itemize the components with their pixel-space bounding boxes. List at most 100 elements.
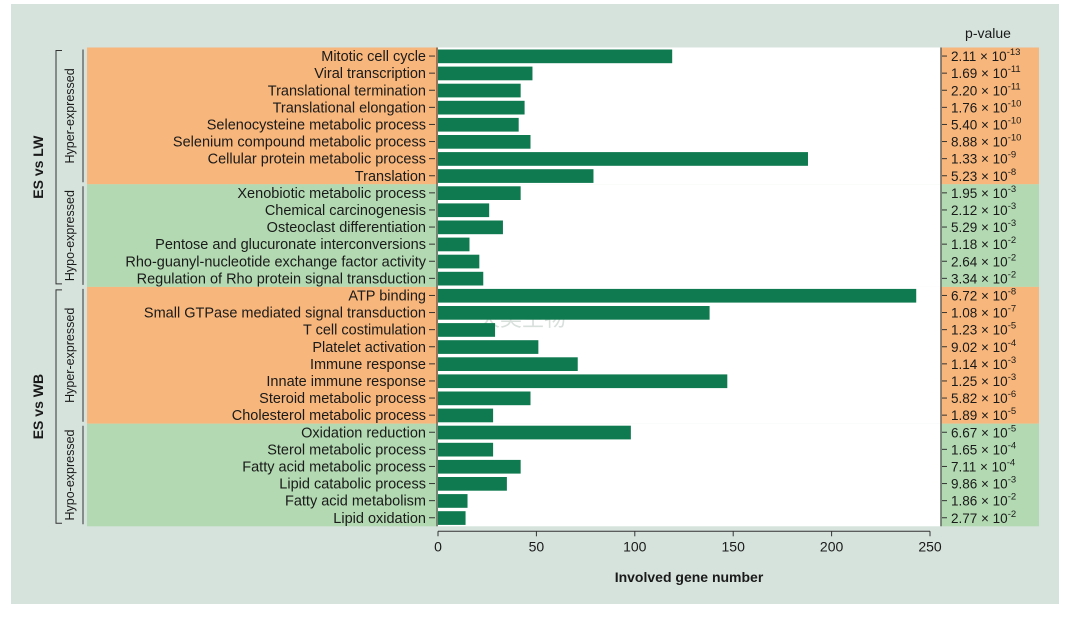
- bar: [438, 511, 466, 525]
- term-label: Regulation of Rho protein signal transdu…: [137, 271, 426, 287]
- term-label: Translational termination: [268, 83, 426, 99]
- bar: [438, 271, 484, 286]
- comparison-label: ES vs WB: [30, 374, 46, 439]
- term-label: ATP binding: [348, 288, 426, 304]
- comparison-label: ES vs LW: [30, 135, 46, 199]
- p-value-label: 1.18 × 10-2: [951, 235, 1016, 252]
- term-label: Cellular protein metabolic process: [208, 152, 426, 168]
- p-value-label: 2.20 × 10-11: [951, 81, 1021, 98]
- p-value-label: 1.89 × 10-5: [951, 406, 1016, 423]
- bar: [438, 254, 480, 269]
- term-label: Fatty acid metabolism: [285, 494, 426, 510]
- term-label: Pentose and glucuronate interconversions: [155, 237, 426, 253]
- group-label: Hypo-expressed: [63, 429, 77, 520]
- p-value-label: 2.64 × 10-2: [951, 252, 1016, 269]
- p-value-label: 1.08 × 10-7: [951, 304, 1016, 321]
- bar: [438, 152, 808, 166]
- x-axis-title: Involved gene number: [615, 569, 764, 585]
- comparison-bracket: [55, 289, 62, 524]
- term-label: Oxidation reduction: [301, 425, 426, 441]
- x-tick-label: 200: [820, 538, 844, 554]
- term-label: Xenobiotic metabolic process: [237, 186, 426, 202]
- term-label: T cell costimulation: [303, 323, 426, 339]
- group-band-left: [87, 184, 438, 287]
- p-value-label: 1.69 × 10-11: [951, 64, 1021, 81]
- bar: [438, 425, 631, 440]
- bar: [438, 169, 594, 183]
- p-value-label: 5.23 × 10-8: [951, 167, 1016, 184]
- term-label: Translational elongation: [273, 100, 426, 116]
- bar: [438, 237, 470, 252]
- p-value-header: p-value: [965, 25, 1011, 41]
- term-label: Mitotic cell cycle: [321, 49, 426, 65]
- bar: [438, 83, 521, 98]
- group-band-left: [87, 47, 438, 185]
- bar: [438, 203, 490, 218]
- bar: [438, 477, 507, 491]
- bar: [438, 306, 710, 320]
- bar: [438, 100, 525, 115]
- term-label: Sterol metabolic process: [267, 442, 426, 458]
- term-label: Platelet activation: [312, 340, 426, 356]
- p-value-label: 2.77 × 10-2: [951, 509, 1016, 526]
- group-band-left: [87, 423, 438, 527]
- x-tick-label: 250: [918, 538, 942, 554]
- bar: [438, 288, 917, 303]
- term-label: Lipid oxidation: [333, 511, 426, 527]
- plot-area-segment: [438, 423, 940, 527]
- term-label: Small GTPase mediated signal transductio…: [144, 306, 426, 322]
- term-label: Translation: [355, 169, 426, 185]
- bar: [438, 117, 519, 132]
- group-label: Hyper-expressed: [63, 308, 77, 403]
- term-label: Fatty acid metabolic process: [242, 459, 426, 475]
- term-label: Selenium compound metabolic process: [173, 135, 426, 151]
- term-label: Innate immune response: [266, 374, 426, 390]
- p-value-label: 1.23 × 10-5: [951, 321, 1016, 338]
- bar: [438, 408, 494, 423]
- term-label: Immune response: [310, 357, 426, 373]
- p-value-label: 1.33 × 10-9: [951, 150, 1016, 167]
- term-label: Rho-guanyl-nucleotide exchange factor ac…: [125, 254, 426, 270]
- p-value-label: 2.11 × 10-13: [951, 47, 1020, 64]
- bar: [438, 494, 468, 508]
- term-label: Osteoclast differentiation: [267, 220, 426, 236]
- x-tick-label: 50: [529, 538, 545, 554]
- bar: [438, 220, 503, 235]
- p-value-label: 1.86 × 10-2: [951, 492, 1016, 509]
- p-value-label: 6.67 × 10-5: [951, 423, 1016, 440]
- bar: [438, 459, 521, 474]
- x-tick-label: 150: [722, 538, 746, 554]
- x-tick-label: 0: [434, 538, 442, 554]
- p-value-label: 1.65 × 10-4: [951, 440, 1016, 457]
- bar: [438, 391, 531, 406]
- p-value-label: 1.76 × 10-10: [951, 98, 1021, 115]
- group-band-left: [87, 286, 438, 424]
- bar: [438, 374, 728, 389]
- p-value-label: 1.25 × 10-3: [951, 372, 1016, 389]
- p-value-label: 3.34 × 10-2: [951, 269, 1016, 286]
- p-value-label: 2.12 × 10-3: [951, 201, 1016, 218]
- bar: [438, 442, 494, 457]
- p-value-label: 7.11 × 10-4: [951, 457, 1015, 474]
- bar: [438, 357, 578, 371]
- group-label: Hyper-expressed: [63, 68, 77, 163]
- term-label: Selenocysteine metabolic process: [207, 117, 426, 133]
- bar: [438, 135, 531, 149]
- group-band-pvalue: [941, 47, 1039, 185]
- bar: [438, 66, 533, 81]
- group-band-pvalue: [941, 184, 1039, 287]
- bar: [438, 323, 496, 337]
- group-label: Hypo-expressed: [63, 190, 77, 281]
- p-value-label: 1.95 × 10-3: [951, 184, 1016, 201]
- p-value-label: 1.14 × 10-3: [951, 355, 1016, 372]
- p-value-label: 5.82 × 10-6: [951, 389, 1016, 406]
- comparison-bracket: [55, 50, 62, 285]
- bar: [438, 186, 521, 200]
- term-label: Cholesterol metabolic process: [232, 408, 426, 424]
- p-value-label: 5.29 × 10-3: [951, 218, 1016, 235]
- term-label: Viral transcription: [314, 66, 426, 82]
- x-tick-label: 100: [623, 538, 647, 554]
- p-value-label: 5.40 × 10-10: [951, 115, 1021, 132]
- term-label: Chemical carcinogenesis: [265, 203, 426, 219]
- group-band-pvalue: [941, 286, 1039, 424]
